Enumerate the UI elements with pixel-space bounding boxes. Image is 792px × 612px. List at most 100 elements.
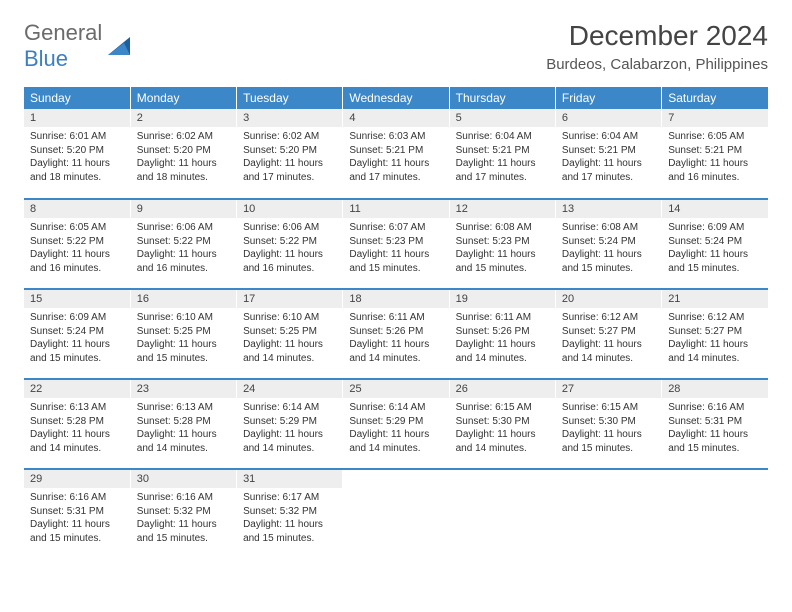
day-details: Sunrise: 6:12 AMSunset: 5:27 PMDaylight:… bbox=[556, 308, 661, 368]
daylight-line2: and 15 minutes. bbox=[137, 532, 230, 546]
calendar-day-cell bbox=[449, 469, 555, 559]
day-number: 22 bbox=[24, 380, 130, 398]
day-number: 29 bbox=[24, 470, 130, 488]
sunrise-text: Sunrise: 6:07 AM bbox=[349, 221, 442, 235]
daylight-line2: and 15 minutes. bbox=[456, 262, 549, 276]
calendar-week-row: 22Sunrise: 6:13 AMSunset: 5:28 PMDayligh… bbox=[24, 379, 768, 469]
daylight-line2: and 16 minutes. bbox=[668, 171, 762, 185]
day-details: Sunrise: 6:09 AMSunset: 5:24 PMDaylight:… bbox=[24, 308, 130, 368]
sunset-text: Sunset: 5:32 PM bbox=[137, 505, 230, 519]
sunrise-text: Sunrise: 6:13 AM bbox=[137, 401, 230, 415]
sunset-text: Sunset: 5:24 PM bbox=[30, 325, 124, 339]
day-number: 13 bbox=[556, 200, 661, 218]
sunrise-text: Sunrise: 6:02 AM bbox=[137, 130, 230, 144]
calendar-day-cell: 15Sunrise: 6:09 AMSunset: 5:24 PMDayligh… bbox=[24, 289, 130, 379]
day-details: Sunrise: 6:05 AMSunset: 5:21 PMDaylight:… bbox=[662, 127, 768, 187]
day-details: Sunrise: 6:11 AMSunset: 5:26 PMDaylight:… bbox=[450, 308, 555, 368]
calendar-day-cell: 17Sunrise: 6:10 AMSunset: 5:25 PMDayligh… bbox=[237, 289, 343, 379]
calendar-day-cell: 20Sunrise: 6:12 AMSunset: 5:27 PMDayligh… bbox=[555, 289, 661, 379]
calendar-day-cell: 19Sunrise: 6:11 AMSunset: 5:26 PMDayligh… bbox=[449, 289, 555, 379]
weekday-header: Monday bbox=[130, 87, 236, 109]
sunset-text: Sunset: 5:22 PM bbox=[137, 235, 230, 249]
sunset-text: Sunset: 5:22 PM bbox=[30, 235, 124, 249]
day-details: Sunrise: 6:08 AMSunset: 5:23 PMDaylight:… bbox=[450, 218, 555, 278]
calendar-day-cell: 9Sunrise: 6:06 AMSunset: 5:22 PMDaylight… bbox=[130, 199, 236, 289]
sunrise-text: Sunrise: 6:08 AM bbox=[562, 221, 655, 235]
day-number: 26 bbox=[450, 380, 555, 398]
day-details: Sunrise: 6:15 AMSunset: 5:30 PMDaylight:… bbox=[450, 398, 555, 458]
daylight-line1: Daylight: 11 hours bbox=[456, 338, 549, 352]
weekday-header: Thursday bbox=[449, 87, 555, 109]
day-number: 16 bbox=[131, 290, 236, 308]
daylight-line2: and 14 minutes. bbox=[30, 442, 124, 456]
day-details: Sunrise: 6:01 AMSunset: 5:20 PMDaylight:… bbox=[24, 127, 130, 187]
daylight-line1: Daylight: 11 hours bbox=[349, 248, 442, 262]
daylight-line2: and 16 minutes. bbox=[137, 262, 230, 276]
daylight-line1: Daylight: 11 hours bbox=[30, 518, 124, 532]
day-details: Sunrise: 6:13 AMSunset: 5:28 PMDaylight:… bbox=[24, 398, 130, 458]
calendar-day-cell: 12Sunrise: 6:08 AMSunset: 5:23 PMDayligh… bbox=[449, 199, 555, 289]
daylight-line1: Daylight: 11 hours bbox=[243, 248, 336, 262]
day-number: 10 bbox=[237, 200, 342, 218]
sunrise-text: Sunrise: 6:17 AM bbox=[243, 491, 336, 505]
calendar-day-cell: 3Sunrise: 6:02 AMSunset: 5:20 PMDaylight… bbox=[237, 109, 343, 199]
logo-triangle-icon bbox=[106, 33, 132, 59]
daylight-line1: Daylight: 11 hours bbox=[456, 428, 549, 442]
calendar-day-cell: 24Sunrise: 6:14 AMSunset: 5:29 PMDayligh… bbox=[237, 379, 343, 469]
day-number: 5 bbox=[450, 109, 555, 127]
day-number: 23 bbox=[131, 380, 236, 398]
calendar-day-cell: 10Sunrise: 6:06 AMSunset: 5:22 PMDayligh… bbox=[237, 199, 343, 289]
sunrise-text: Sunrise: 6:16 AM bbox=[30, 491, 124, 505]
calendar-day-cell: 11Sunrise: 6:07 AMSunset: 5:23 PMDayligh… bbox=[343, 199, 449, 289]
sunset-text: Sunset: 5:27 PM bbox=[562, 325, 655, 339]
day-number: 15 bbox=[24, 290, 130, 308]
daylight-line1: Daylight: 11 hours bbox=[243, 338, 336, 352]
sunset-text: Sunset: 5:20 PM bbox=[243, 144, 336, 158]
daylight-line2: and 15 minutes. bbox=[30, 532, 124, 546]
calendar-day-cell: 21Sunrise: 6:12 AMSunset: 5:27 PMDayligh… bbox=[662, 289, 768, 379]
sunset-text: Sunset: 5:21 PM bbox=[349, 144, 442, 158]
day-details: Sunrise: 6:08 AMSunset: 5:24 PMDaylight:… bbox=[556, 218, 661, 278]
daylight-line1: Daylight: 11 hours bbox=[30, 338, 124, 352]
sunset-text: Sunset: 5:21 PM bbox=[562, 144, 655, 158]
sunrise-text: Sunrise: 6:05 AM bbox=[668, 130, 762, 144]
sunset-text: Sunset: 5:21 PM bbox=[668, 144, 762, 158]
logo-word-2: Blue bbox=[24, 46, 68, 71]
day-details: Sunrise: 6:09 AMSunset: 5:24 PMDaylight:… bbox=[662, 218, 768, 278]
day-details: Sunrise: 6:06 AMSunset: 5:22 PMDaylight:… bbox=[237, 218, 342, 278]
calendar-day-cell: 1Sunrise: 6:01 AMSunset: 5:20 PMDaylight… bbox=[24, 109, 130, 199]
daylight-line2: and 15 minutes. bbox=[30, 352, 124, 366]
daylight-line1: Daylight: 11 hours bbox=[137, 338, 230, 352]
day-number: 14 bbox=[662, 200, 768, 218]
calendar-day-cell: 2Sunrise: 6:02 AMSunset: 5:20 PMDaylight… bbox=[130, 109, 236, 199]
sunset-text: Sunset: 5:26 PM bbox=[349, 325, 442, 339]
calendar-day-cell: 8Sunrise: 6:05 AMSunset: 5:22 PMDaylight… bbox=[24, 199, 130, 289]
daylight-line1: Daylight: 11 hours bbox=[349, 338, 442, 352]
sunrise-text: Sunrise: 6:10 AM bbox=[243, 311, 336, 325]
sunrise-text: Sunrise: 6:10 AM bbox=[137, 311, 230, 325]
day-details: Sunrise: 6:16 AMSunset: 5:32 PMDaylight:… bbox=[131, 488, 236, 548]
day-details: Sunrise: 6:14 AMSunset: 5:29 PMDaylight:… bbox=[237, 398, 342, 458]
daylight-line2: and 18 minutes. bbox=[137, 171, 230, 185]
daylight-line2: and 17 minutes. bbox=[456, 171, 549, 185]
sunset-text: Sunset: 5:27 PM bbox=[668, 325, 762, 339]
calendar-day-cell bbox=[662, 469, 768, 559]
calendar-day-cell: 26Sunrise: 6:15 AMSunset: 5:30 PMDayligh… bbox=[449, 379, 555, 469]
daylight-line1: Daylight: 11 hours bbox=[668, 338, 762, 352]
calendar-day-cell: 5Sunrise: 6:04 AMSunset: 5:21 PMDaylight… bbox=[449, 109, 555, 199]
calendar-week-row: 8Sunrise: 6:05 AMSunset: 5:22 PMDaylight… bbox=[24, 199, 768, 289]
sunset-text: Sunset: 5:31 PM bbox=[30, 505, 124, 519]
daylight-line2: and 14 minutes. bbox=[562, 352, 655, 366]
calendar-day-cell: 31Sunrise: 6:17 AMSunset: 5:32 PMDayligh… bbox=[237, 469, 343, 559]
daylight-line2: and 14 minutes. bbox=[349, 442, 442, 456]
daylight-line1: Daylight: 11 hours bbox=[243, 157, 336, 171]
sunrise-text: Sunrise: 6:06 AM bbox=[137, 221, 230, 235]
day-details: Sunrise: 6:03 AMSunset: 5:21 PMDaylight:… bbox=[343, 127, 448, 187]
daylight-line1: Daylight: 11 hours bbox=[562, 428, 655, 442]
daylight-line1: Daylight: 11 hours bbox=[668, 157, 762, 171]
day-details: Sunrise: 6:02 AMSunset: 5:20 PMDaylight:… bbox=[131, 127, 236, 187]
daylight-line1: Daylight: 11 hours bbox=[243, 518, 336, 532]
sunset-text: Sunset: 5:24 PM bbox=[668, 235, 762, 249]
sunrise-text: Sunrise: 6:11 AM bbox=[349, 311, 442, 325]
day-details: Sunrise: 6:10 AMSunset: 5:25 PMDaylight:… bbox=[237, 308, 342, 368]
